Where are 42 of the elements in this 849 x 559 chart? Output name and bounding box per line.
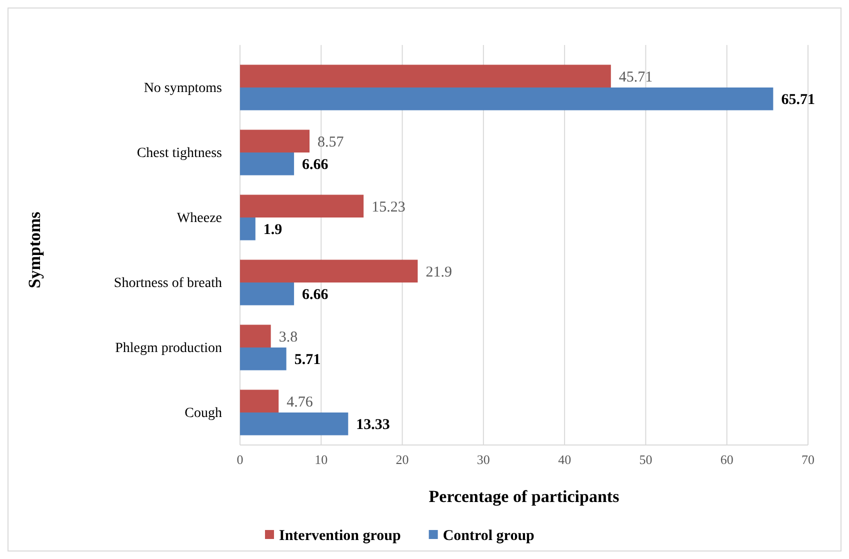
bar (240, 64, 611, 88)
bar (240, 260, 418, 282)
x-axis-title: Percentage of participants (428, 487, 620, 506)
data-label: 6.66 (302, 157, 329, 174)
data-label: 4.76 (286, 394, 314, 410)
bar (240, 152, 294, 176)
x-tick-label: 60 (720, 452, 734, 468)
x-tick-label: 70 (802, 452, 814, 468)
y-tick-label: Phlegm production (115, 340, 222, 356)
y-axis-title: Symptoms (25, 211, 44, 288)
bar (240, 88, 774, 110)
data-label: 1.9 (263, 222, 282, 238)
data-label: 15.23 (372, 199, 406, 216)
data-label: 6.66 (302, 287, 329, 304)
data-label: 13.33 (356, 417, 390, 434)
x-tick-label: 10 (314, 452, 328, 468)
bar (240, 324, 271, 348)
bar (240, 194, 364, 218)
data-label: 8.57 (318, 134, 344, 150)
y-tick-label: Wheeze (176, 210, 222, 226)
x-tick-label: 0 (236, 452, 244, 468)
y-tick-label: Chest tightness (136, 146, 222, 161)
data-label: 21.9 (426, 264, 452, 280)
data-label: 5.71 (294, 352, 321, 368)
data-label: 65.71 (781, 92, 815, 108)
y-tick-label: Shortness of breath (114, 276, 222, 291)
x-tick-label: 40 (558, 452, 572, 468)
bar (240, 218, 256, 240)
legend-label: Intervention group (279, 528, 401, 544)
data-label: 3.8 (278, 329, 298, 346)
y-tick-label: Cough (184, 406, 222, 421)
x-tick-label: 30 (476, 452, 490, 468)
data-label: 45.71 (618, 69, 653, 86)
x-tick-label: 20 (396, 452, 409, 468)
legend-label: Control group (442, 528, 534, 544)
bar (240, 282, 294, 306)
x-tick-label: 50 (639, 452, 652, 468)
bar (240, 348, 286, 370)
bar (240, 390, 279, 412)
y-tick-label: No symptoms (144, 80, 222, 96)
bar (240, 130, 310, 152)
bar (240, 412, 348, 436)
